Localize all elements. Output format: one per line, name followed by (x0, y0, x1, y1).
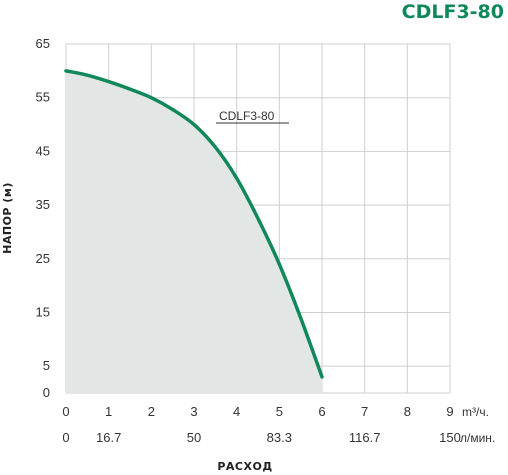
x-axis-secondary-ticks: 0 16.7 50 83.3 116.7 150 (62, 430, 460, 445)
x-tick-label: 5 (276, 404, 283, 419)
x-axis-ticks: 0 1 2 3 4 5 6 7 8 9 (62, 404, 453, 419)
y-tick-label: 65 (36, 36, 50, 51)
x-secondary-tick-label: 116.7 (349, 430, 381, 445)
x-tick-label: 7 (361, 404, 368, 419)
x-unit-secondary: л/мин. (460, 431, 495, 445)
y-tick-label: 35 (36, 197, 50, 212)
x-tick-label: 1 (105, 404, 112, 419)
x-tick-label: 0 (62, 404, 69, 419)
y-tick-label: 55 (36, 90, 50, 105)
y-tick-label: 15 (36, 304, 50, 319)
series-line-cdlf3-80 (64, 69, 324, 379)
chart-title: CDLF3-80 (402, 1, 504, 23)
x-tick-label: 2 (148, 404, 155, 419)
area-fill (66, 70, 322, 393)
x-secondary-tick-label: 0 (62, 430, 69, 445)
x-secondary-tick-label: 50 (187, 430, 201, 445)
x-unit-primary: m³/ч. (462, 405, 489, 419)
y-tick-label: 25 (36, 251, 50, 266)
x-tick-label: 4 (233, 404, 240, 419)
x-secondary-tick-label: 16.7 (96, 430, 121, 445)
y-axis-ticks: 0 5 15 25 35 45 55 65 (36, 36, 50, 400)
y-axis-title: НАПОР (м) (1, 182, 14, 254)
y-tick-label: 45 (36, 143, 50, 158)
x-tick-label: 8 (404, 404, 411, 419)
x-tick-label: 6 (318, 404, 325, 419)
y-tick-label: 0 (43, 385, 50, 400)
y-tick-label: 5 (43, 358, 50, 373)
x-axis-title: РАСХОД (217, 460, 272, 473)
x-secondary-tick-label: 150 (439, 430, 461, 445)
series-label-cdlf3-80: CDLF3-80 (219, 109, 275, 123)
x-tick-label: 3 (190, 404, 197, 419)
x-tick-label: 9 (446, 404, 453, 419)
x-secondary-tick-label: 83.3 (267, 430, 292, 445)
